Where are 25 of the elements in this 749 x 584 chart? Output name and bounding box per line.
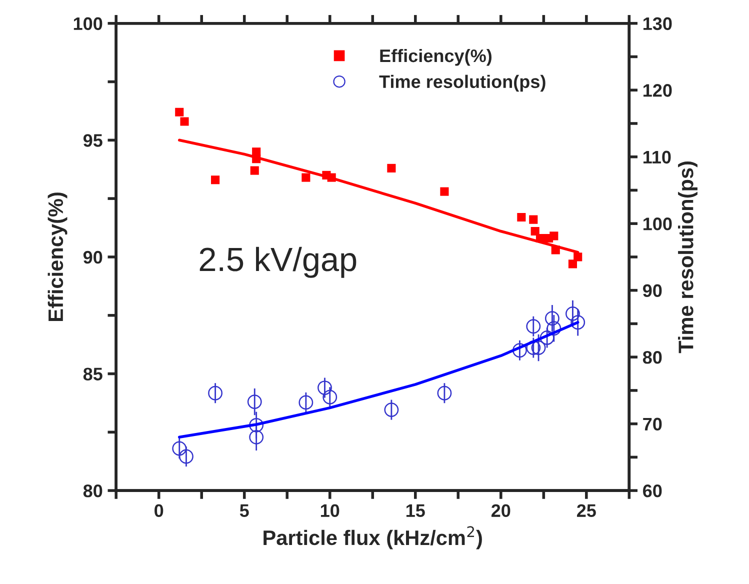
y2-tick-label: 90 (642, 284, 662, 298)
x-tick-label: 10 (320, 504, 340, 518)
y2-tick-label: 60 (643, 484, 662, 498)
y2-tick-label: 70 (643, 418, 662, 431)
y-tick-label: 80 (83, 484, 102, 498)
y-tick-label: 85 (83, 368, 102, 380)
legend-label: Efficiency(%) (380, 48, 492, 66)
y2-tick-label: 100 (643, 218, 672, 230)
y2-tick-label: 80 (642, 351, 662, 364)
y-tick-label: 90 (83, 250, 102, 264)
y2-tick-label: 120 (643, 84, 672, 97)
x-tick-label: 25 (576, 504, 596, 518)
legend-label: Time resolution(ps) (379, 74, 546, 92)
y2-tick-label: 130 (643, 17, 672, 30)
annotation: 2.5 kV/gap (200, 246, 356, 278)
y-tick-label: 95 (83, 134, 102, 147)
x-tick-label: 20 (491, 504, 510, 518)
y-axis-title: Efficiency(%) (48, 192, 68, 321)
y2-tick-label: 110 (643, 150, 671, 164)
x-tick-label: 15 (406, 504, 425, 518)
x-tick-label: 0 (154, 504, 164, 518)
y2-axis-title: Time resolution(ps) (678, 162, 698, 354)
y-tick-label: 100 (74, 17, 102, 30)
x-tick-label: 5 (240, 504, 249, 518)
x-axis-title: Particle flux (kHz/cm$^{2}$) (264, 526, 482, 550)
